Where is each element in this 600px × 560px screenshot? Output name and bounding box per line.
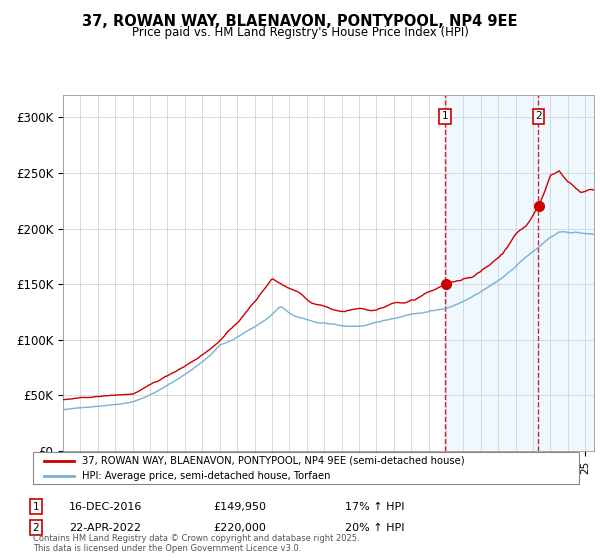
Text: Price paid vs. HM Land Registry's House Price Index (HPI): Price paid vs. HM Land Registry's House … xyxy=(131,26,469,39)
Text: 22-APR-2022: 22-APR-2022 xyxy=(69,522,141,533)
Text: 37, ROWAN WAY, BLAENAVON, PONTYPOOL, NP4 9EE (semi-detached house): 37, ROWAN WAY, BLAENAVON, PONTYPOOL, NP4… xyxy=(82,456,465,466)
Text: 20% ↑ HPI: 20% ↑ HPI xyxy=(345,522,404,533)
Text: 17% ↑ HPI: 17% ↑ HPI xyxy=(345,502,404,512)
Text: 1: 1 xyxy=(32,502,40,512)
Text: £220,000: £220,000 xyxy=(213,522,266,533)
Text: HPI: Average price, semi-detached house, Torfaen: HPI: Average price, semi-detached house,… xyxy=(82,470,331,480)
Bar xyxy=(445,95,600,451)
FancyBboxPatch shape xyxy=(33,452,579,484)
Text: Contains HM Land Registry data © Crown copyright and database right 2025.
This d: Contains HM Land Registry data © Crown c… xyxy=(33,534,359,553)
Text: £149,950: £149,950 xyxy=(213,502,266,512)
Text: 16-DEC-2016: 16-DEC-2016 xyxy=(69,502,142,512)
Text: 37, ROWAN WAY, BLAENAVON, PONTYPOOL, NP4 9EE: 37, ROWAN WAY, BLAENAVON, PONTYPOOL, NP4… xyxy=(82,14,518,29)
Text: 2: 2 xyxy=(535,111,542,121)
Text: 2: 2 xyxy=(32,522,40,533)
Text: 1: 1 xyxy=(442,111,449,121)
